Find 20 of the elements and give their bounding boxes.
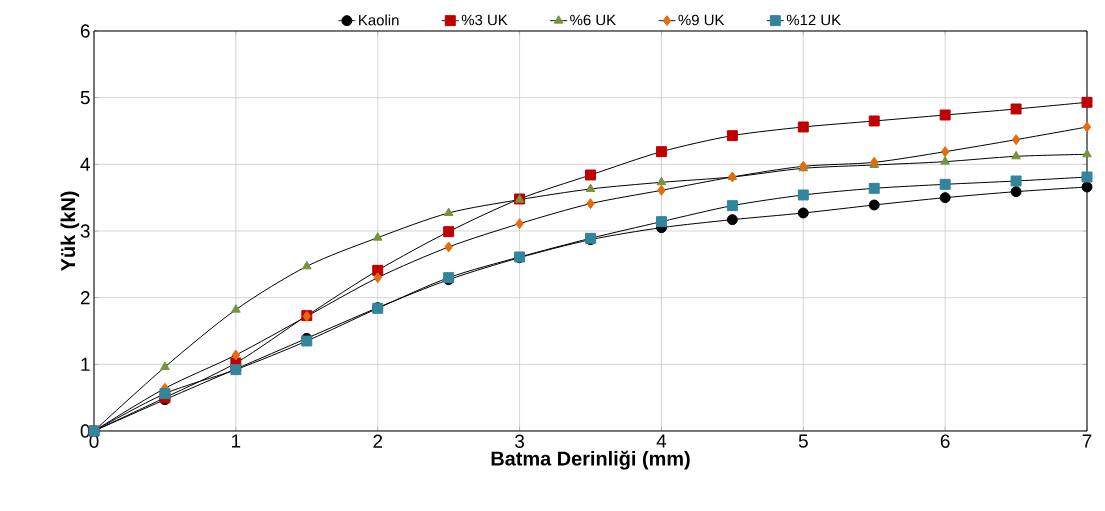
legend-label: Kaolin (359, 14, 399, 26)
y-tick-label: 2 (80, 291, 90, 305)
x-tick-label: 1 (232, 434, 241, 448)
legend-label: %9 UK (678, 14, 725, 26)
x-axis-title: Batma Derinliği (mm) (491, 450, 690, 470)
x-tick-label: 6 (940, 434, 950, 448)
y-tick-label: 3 (80, 224, 90, 238)
y-tick-label: 6 (80, 24, 90, 38)
legend-label: %12 UK (786, 14, 841, 26)
x-tick-label: 4 (656, 434, 667, 448)
x-tick-label: 3 (515, 434, 525, 448)
x-tick-label: 7 (1082, 434, 1092, 448)
y-tick-label: 5 (80, 91, 90, 105)
x-tick-label: 2 (373, 434, 383, 448)
y-axis-title: Yük (kN) (60, 191, 80, 272)
y-tick-label: 1 (81, 357, 90, 371)
legend-label: %6 UK (570, 14, 616, 26)
y-tick-label: 4 (80, 157, 90, 171)
legend-label: %3 UK (461, 14, 508, 26)
x-tick-label: 5 (798, 434, 808, 448)
